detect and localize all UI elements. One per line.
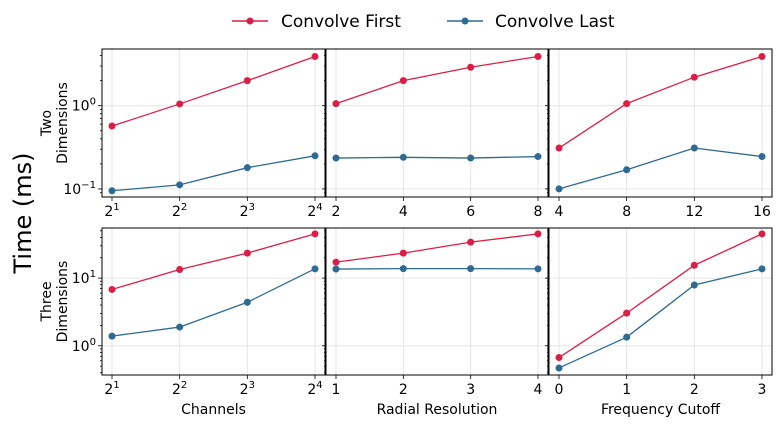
data-point-convolve-last [176, 324, 183, 331]
data-point-convolve-last [333, 266, 340, 273]
data-point-convolve-last [244, 164, 251, 171]
data-point-convolve-last [312, 152, 319, 159]
legend-marker-1 [462, 18, 469, 25]
data-point-convolve-first [400, 77, 407, 84]
data-point-convolve-last [556, 185, 563, 192]
data-point-convolve-last [759, 265, 766, 272]
x-tick-label: 8 [622, 204, 631, 220]
row-label-1: ThreeDimensions [39, 261, 71, 343]
x-axis-label-0: Channels [181, 402, 246, 418]
x-tick-label: 0 [555, 382, 564, 398]
data-point-convolve-first [312, 53, 319, 60]
x-tick-label: 21 [104, 202, 119, 220]
x-tick-label: 2 [399, 382, 408, 398]
data-point-convolve-last [244, 299, 251, 306]
y-tick-label: 10−1 [63, 180, 96, 198]
data-point-convolve-first [535, 230, 542, 237]
data-point-convolve-last [535, 153, 542, 160]
panel-background [549, 228, 772, 375]
data-point-convolve-first [556, 354, 563, 361]
x-tick-label: 1 [622, 382, 631, 398]
data-point-convolve-first [176, 266, 183, 273]
panel-0-1: 2 4 6 8 [322, 49, 548, 220]
data-point-convolve-last [467, 265, 474, 272]
x-tick-label: 3 [758, 382, 767, 398]
x-tick-label: 24 [307, 202, 322, 220]
panel-background [326, 49, 548, 197]
data-point-convolve-first [176, 100, 183, 107]
x-tick-label: 2 [690, 382, 699, 398]
data-point-convolve-first [467, 239, 474, 246]
data-point-convolve-last [467, 155, 474, 162]
data-point-convolve-first [109, 286, 116, 293]
data-point-convolve-last [759, 153, 766, 160]
y-tick-label: 100 [72, 97, 96, 115]
x-tick-label: 22 [172, 380, 187, 398]
x-tick-label: 8 [534, 204, 543, 220]
data-point-convolve-last [333, 155, 340, 162]
y-tick-label: 101 [72, 269, 96, 287]
data-point-convolve-last [691, 145, 698, 152]
x-axis-label-2: Frequency Cutoff [601, 402, 720, 418]
data-point-convolve-last [176, 181, 183, 188]
panel-0-2: 4 8 12 16 [545, 49, 772, 220]
x-tick-label: 4 [534, 382, 543, 398]
data-point-convolve-last [556, 364, 563, 371]
x-tick-label: 21 [104, 380, 119, 398]
x-axis-label-1: Radial Resolution [377, 402, 498, 418]
y-axis-label: Time (ms) [9, 153, 37, 275]
y-tick-label: 100 [72, 337, 96, 355]
x-tick-label: 23 [240, 202, 255, 220]
data-point-convolve-first [244, 77, 251, 84]
data-point-convolve-first [467, 64, 474, 71]
legend-label-0: Convolve First [281, 12, 401, 32]
panel-background [102, 228, 325, 375]
data-point-convolve-last [109, 333, 116, 340]
x-tick-label: 16 [753, 204, 771, 220]
data-point-convolve-last [312, 265, 319, 272]
x-tick-label: 4 [399, 204, 408, 220]
data-point-convolve-last [109, 187, 116, 194]
x-tick-label: 2 [332, 204, 341, 220]
data-point-convolve-first [535, 53, 542, 60]
data-point-convolve-first [556, 145, 563, 152]
data-point-convolve-last [623, 166, 630, 173]
panel-background [326, 228, 548, 375]
data-point-convolve-last [535, 265, 542, 272]
x-tick-label: 12 [685, 204, 703, 220]
data-point-convolve-first [623, 310, 630, 317]
legend-label-1: Convolve Last [495, 12, 615, 32]
data-point-convolve-last [691, 282, 698, 289]
data-point-convolve-first [244, 250, 251, 257]
data-point-convolve-first [691, 262, 698, 269]
data-point-convolve-first [312, 230, 319, 237]
data-point-convolve-first [759, 53, 766, 60]
data-point-convolve-first [623, 100, 630, 107]
row-label-0: TwoDimensions [39, 82, 71, 164]
x-tick-label: 24 [307, 380, 322, 398]
legend-marker-0 [247, 18, 254, 25]
data-point-convolve-last [623, 334, 630, 341]
x-tick-label: 1 [332, 382, 341, 398]
data-point-convolve-first [691, 74, 698, 81]
panel-0-0: 100 10−1 21 22 23 24 [63, 49, 325, 220]
x-tick-label: 6 [466, 204, 475, 220]
data-point-convolve-last [400, 265, 407, 272]
x-tick-label: 3 [466, 382, 475, 398]
panel-background [549, 49, 772, 197]
data-point-convolve-first [759, 230, 766, 237]
panel-background [102, 49, 325, 197]
x-tick-label: 22 [172, 202, 187, 220]
panel-1-2: 0 1 2 3 Frequency Cutoff [545, 228, 772, 418]
data-point-convolve-last [400, 154, 407, 161]
data-point-convolve-first [400, 250, 407, 257]
data-point-convolve-first [333, 259, 340, 266]
data-point-convolve-first [109, 123, 116, 130]
panel-1-0: 101 100 21 22 23 24 Channels [72, 228, 325, 418]
x-tick-label: 4 [555, 204, 564, 220]
x-tick-label: 23 [240, 380, 255, 398]
panel-1-1: 1 2 3 4 Radial Resolution [322, 228, 548, 418]
data-point-convolve-first [333, 100, 340, 107]
